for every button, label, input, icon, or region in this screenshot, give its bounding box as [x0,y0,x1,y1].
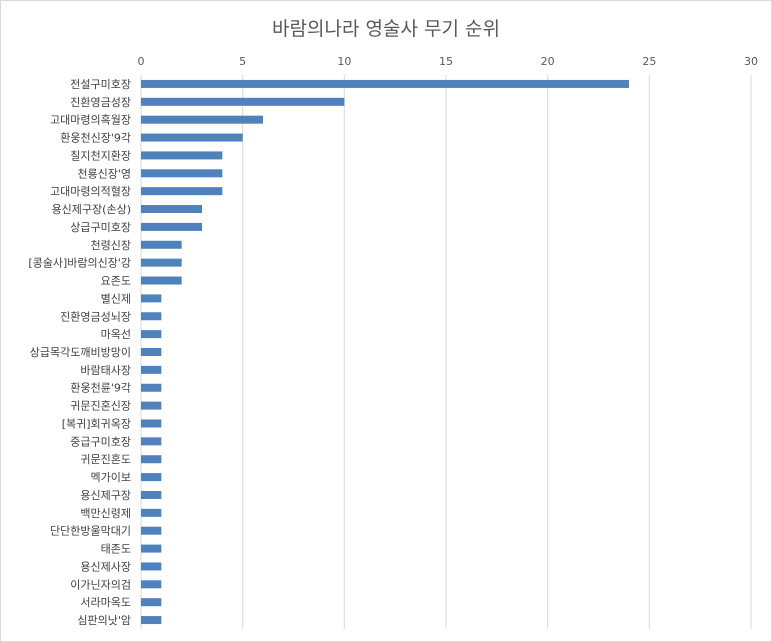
bar [141,312,162,321]
x-axis-ticks: 0 5 10 15 20 25 30 [138,55,759,68]
category-label: 진환영금성장 [70,96,131,109]
category-label: 마옥선 [101,328,131,341]
category-label: 별신제 [101,292,131,305]
bar [141,473,162,482]
bar [141,97,345,106]
bar-series [141,79,629,625]
category-label: 이가닌자의검 [70,578,131,591]
category-label: 고대마령의적혈장 [50,184,131,198]
bar [141,348,162,356]
bar [141,222,202,231]
bar [141,151,223,160]
category-label: 멕가이보 [91,471,131,484]
category-label: 칠지천지환장 [70,148,131,162]
x-tick-label: 0 [138,55,145,68]
x-tick-label: 5 [239,55,246,68]
x-tick-label: 10 [337,55,351,68]
bar [141,455,162,464]
bar [141,383,162,392]
bar [141,169,223,178]
x-tick-label: 15 [439,55,453,68]
bar [141,258,182,267]
category-label: 용신제구장 [80,489,131,502]
bar [141,562,162,571]
category-label: 백만신령제 [80,507,131,520]
category-label: 서라마옥도 [80,596,131,609]
category-label: 바람태사장 [80,364,131,377]
bar [141,544,162,553]
bar [141,294,162,303]
bar [141,526,162,535]
bar [141,419,162,428]
chart-title: 바람의나라 영술사 무기 순위 [272,18,500,40]
bar [141,508,162,517]
category-label: 용신제사장 [80,560,131,573]
bar [141,598,162,607]
bar [141,401,162,410]
category-label: 환웅천신장'9각 [60,131,131,145]
bar [141,187,223,196]
category-label: 귀문진혼신장 [70,400,131,413]
category-label: 천령신장 [91,238,131,252]
category-label: 상급목각도깨비방망이 [30,346,131,359]
category-label: 전설구미호장 [70,78,131,91]
category-label: 천룡신장'영 [77,166,131,180]
bar [141,580,162,589]
category-label: 심판의낫'암 [77,614,131,627]
category-label: 용신제구장(손상) [52,203,131,216]
bar [141,205,202,214]
grid-layer [140,75,752,629]
category-label: 상급구미호장 [70,221,131,234]
x-tick-label: 20 [541,55,555,68]
category-label: 중급구미호장 [70,435,131,448]
bar [141,79,629,88]
category-labels: 전설구미호장진환영금성장고대마령의흑월장환웅천신장'9각칠지천지환장천룡신장'영… [28,78,131,627]
category-label: [복귀]회귀옥장 [62,417,131,430]
bar [141,330,162,339]
category-label: 태존도 [101,543,131,556]
category-label: 고대마령의흑월장 [50,113,131,127]
category-label: 환웅천륜'9각 [70,381,131,395]
bar [141,240,182,249]
bar [141,490,162,499]
bar [141,133,243,142]
category-label: 단단한방울막대기 [50,525,131,538]
category-label: [콩술사]바람의신장'강 [28,257,131,270]
bar [141,616,162,625]
bar [141,365,162,374]
x-tick-label: 30 [744,55,758,68]
bar [141,276,182,285]
category-label: 귀문진혼도 [80,453,131,466]
category-label: 진환영금성뇌장 [60,310,131,323]
x-tick-label: 25 [642,55,656,68]
bar [141,115,263,124]
bar [141,437,162,446]
category-label: 요존도 [101,275,131,288]
